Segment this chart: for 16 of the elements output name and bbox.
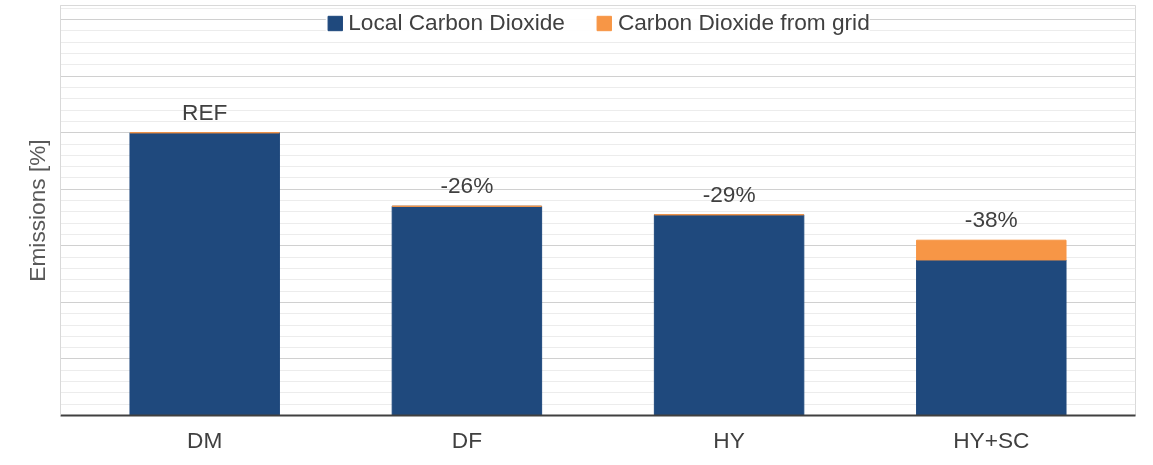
annotation: -26% [440,172,494,199]
annotation: -38% [964,205,1018,232]
annotation: REF [182,98,228,125]
y-axis-title: Emissions [%] [23,139,50,282]
legend-label: Carbon Dioxide from grid [617,9,870,36]
bar [653,214,805,416]
annotation: -29% [702,180,756,207]
legend-label: Local Carbon Dioxide [348,9,565,36]
x-tick-label: HY+SC [953,426,1030,453]
bar [916,239,1067,261]
x-tick-label: HY [713,426,745,453]
bar [129,132,280,416]
x-tick-label: DM [187,426,223,453]
bar [391,205,543,416]
bar [916,259,1067,416]
x-tick-label: DF [451,426,483,453]
